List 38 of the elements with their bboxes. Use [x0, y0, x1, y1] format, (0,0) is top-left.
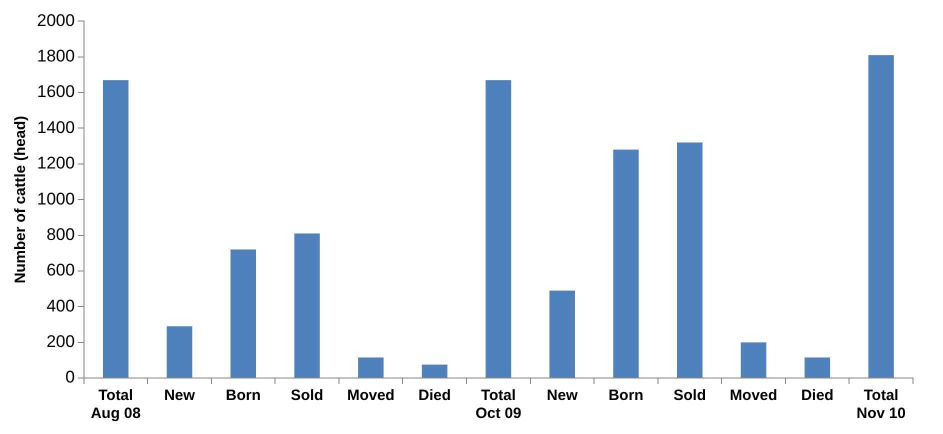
bar — [486, 80, 512, 378]
x-tick-label: Died — [801, 387, 834, 404]
bar — [740, 342, 766, 378]
bar — [358, 357, 384, 378]
bar — [294, 233, 320, 378]
x-tick-label: Born — [226, 387, 261, 404]
bar — [102, 80, 128, 378]
x-tick-label: New — [546, 387, 578, 404]
x-tick-label: Moved — [347, 387, 395, 404]
x-tick-label: Total Oct 09 — [475, 387, 522, 422]
bar — [230, 250, 256, 378]
x-tick-label: Died — [418, 387, 451, 404]
bar — [166, 326, 192, 378]
y-tick-label: 800 — [46, 224, 75, 244]
y-tick-label: 600 — [46, 260, 75, 280]
bar — [804, 357, 830, 378]
x-tick-label: Total Nov 10 — [856, 387, 906, 422]
x-tick-label: Born — [608, 387, 644, 404]
y-tick-label: 1200 — [36, 154, 75, 173]
y-tick-label: 1000 — [36, 189, 75, 208]
x-tick-label: Sold — [674, 387, 706, 404]
bar — [613, 150, 639, 378]
y-tick-label: 1600 — [36, 82, 75, 102]
x-tick-label: Total Aug 08 — [90, 387, 141, 422]
x-tick-label: New — [164, 387, 196, 404]
y-axis-title: Number of cattle (head) — [12, 116, 30, 284]
x-tick-label: Sold — [290, 387, 324, 404]
y-tick-label: 200 — [46, 332, 75, 352]
bar — [677, 142, 703, 378]
x-tick-label: Moved — [730, 387, 778, 404]
y-tick-label: 400 — [46, 296, 75, 316]
bar — [868, 55, 894, 378]
y-tick-label: 1800 — [36, 46, 75, 66]
bar — [549, 290, 575, 378]
y-tick-label: 0 — [65, 368, 75, 387]
y-tick-label: 2000 — [36, 10, 75, 30]
y-tick-label: 1400 — [36, 118, 75, 137]
bar — [422, 364, 448, 378]
